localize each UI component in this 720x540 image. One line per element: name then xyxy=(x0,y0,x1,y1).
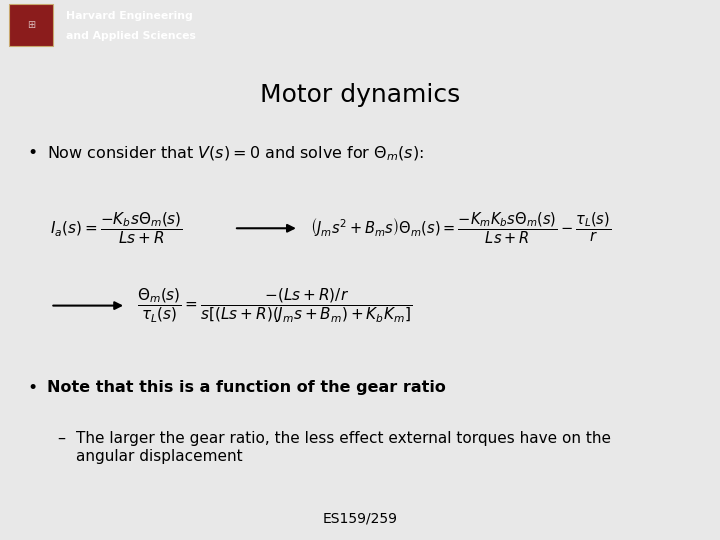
Text: and Applied Sciences: and Applied Sciences xyxy=(66,31,196,41)
Text: Note that this is a function of the gear ratio: Note that this is a function of the gear… xyxy=(47,380,446,395)
Text: –: – xyxy=(57,431,66,446)
Text: The larger the gear ratio, the less effect external torques have on the
angular : The larger the gear ratio, the less effe… xyxy=(76,431,611,464)
Text: $\dfrac{\Theta_m(s)}{\tau_L(s)}=\dfrac{-(Ls+R)/r}{s\left[(Ls+R)(J_m s+B_m)+K_b K: $\dfrac{\Theta_m(s)}{\tau_L(s)}=\dfrac{-… xyxy=(137,286,412,325)
Text: $I_a(s)=\dfrac{-K_b s\Theta_m(s)}{Ls+R}$: $I_a(s)=\dfrac{-K_b s\Theta_m(s)}{Ls+R}$ xyxy=(50,211,184,246)
Text: Now consider that $V(s) = 0$ and solve for $\Theta_m(s)$:: Now consider that $V(s) = 0$ and solve f… xyxy=(47,144,424,163)
Text: Motor dynamics: Motor dynamics xyxy=(260,83,460,107)
Text: $\left(J_m s^2+B_m s\right)\Theta_m(s)=\dfrac{-K_m K_b s\Theta_m(s)}{Ls+R}-\dfra: $\left(J_m s^2+B_m s\right)\Theta_m(s)=\… xyxy=(310,211,611,246)
Bar xyxy=(9,4,53,46)
Text: ES159/259: ES159/259 xyxy=(323,511,397,525)
Text: •: • xyxy=(27,379,37,397)
Text: •: • xyxy=(27,144,37,163)
Text: Harvard Engineering: Harvard Engineering xyxy=(66,11,193,21)
Text: ⊞: ⊞ xyxy=(27,20,35,30)
